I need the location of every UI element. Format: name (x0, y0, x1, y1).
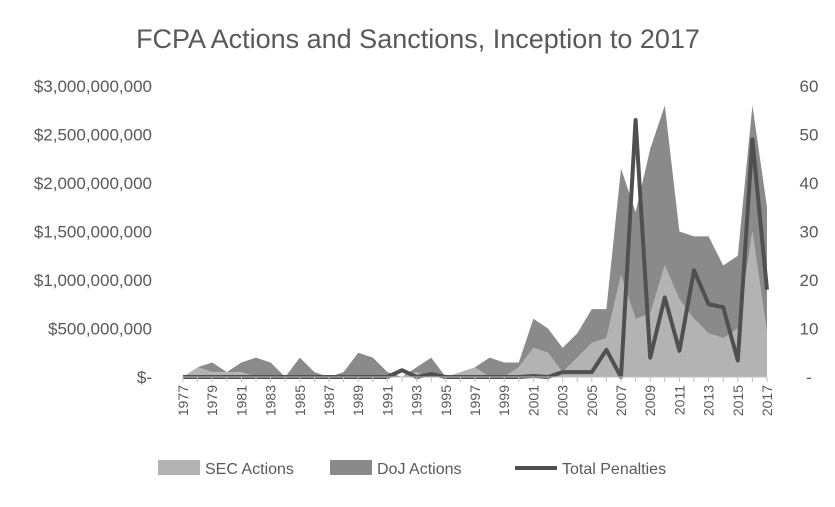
right-axis-tick-label: - (806, 368, 812, 387)
x-axis-tick-label: 2015 (730, 385, 746, 416)
x-axis: 1977 1979 1981 1983 1985 1987 1989 1991 1993 1995… (175, 376, 775, 416)
x-axis-tick-label: 2005 (584, 385, 600, 416)
x-axis-tick-label: 2009 (642, 385, 658, 416)
left-axis-tick-label: $2,500,000,000 (34, 126, 152, 145)
x-axis-tick-label: 1977 (175, 385, 191, 416)
right-axis-tick-label: 20 (800, 271, 819, 290)
right-axis-tick-label: 10 (800, 320, 819, 339)
x-axis-tick-label: 2017 (759, 385, 775, 416)
area-layer (183, 105, 767, 378)
x-axis-tick-label: 2013 (701, 385, 717, 416)
x-axis-tick-label: 1985 (292, 385, 308, 416)
x-axis-tick-label: 2003 (555, 385, 571, 416)
left-axis-tick-label: $1,500,000,000 (34, 223, 152, 242)
legend-label: Total Penalties (562, 461, 666, 478)
left-axis-ticks: $- $500,000,000 $1,000,000,000 $1,500,000,0… (34, 77, 152, 387)
right-axis-ticks: - 10 20 30 40 50 60 (800, 77, 819, 387)
x-axis-tick-label: 1981 (233, 385, 249, 416)
series-doj-actions-area (183, 105, 767, 378)
legend: SEC Actions DoJ Actions Total Penalties (158, 460, 666, 478)
x-axis-tick-label: 1993 (409, 385, 425, 416)
x-axis-tick-label: 1983 (263, 385, 279, 416)
chart-title: FCPA Actions and Sanctions, Inception to… (136, 24, 700, 54)
left-axis-tick-label: $3,000,000,000 (34, 77, 152, 96)
x-axis-tick-label: 1999 (496, 385, 512, 416)
x-axis-tick-label: 2001 (525, 385, 541, 416)
x-axis-tick-label: 1987 (321, 385, 337, 416)
legend-swatch (330, 460, 372, 475)
x-axis-tick-label: 1989 (350, 385, 366, 416)
right-axis-tick-label: 50 (800, 126, 819, 145)
right-axis-tick-label: 30 (800, 223, 819, 242)
x-axis-tick-label: 2011 (671, 385, 687, 415)
right-axis-tick-label: 60 (800, 77, 819, 96)
legend-swatch (158, 460, 200, 475)
legend-label: SEC Actions (205, 461, 294, 478)
legend-label: DoJ Actions (377, 461, 461, 478)
right-axis-tick-label: 40 (800, 174, 819, 193)
x-axis-tick-label: 1979 (204, 385, 220, 416)
x-axis-tick-label: 1997 (467, 385, 483, 416)
x-axis-tick-label: 2007 (613, 385, 629, 416)
left-axis-tick-label: $500,000,000 (48, 320, 152, 339)
series-sec-actions-area (183, 231, 767, 377)
x-axis-tick-label: 1991 (379, 385, 395, 416)
left-axis-tick-label: $1,000,000,000 (34, 271, 152, 290)
x-axis-tick-label: 1995 (438, 385, 454, 416)
left-axis-tick-label: $2,000,000,000 (34, 174, 152, 193)
left-axis-tick-label: $- (137, 368, 152, 387)
